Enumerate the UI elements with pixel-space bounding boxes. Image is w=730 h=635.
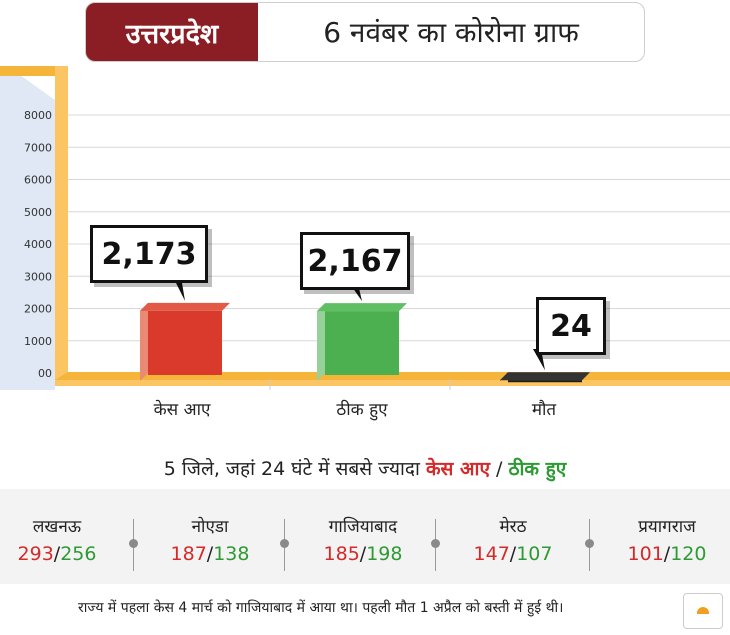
district-recovered: 120 bbox=[670, 543, 707, 565]
district-separator bbox=[280, 519, 289, 571]
districts-heading: 5 जिले, जहां 24 घंटे में सबसे ज्यादा केस… bbox=[0, 455, 730, 481]
chart-subtitle: 6 नवंबर का कोरोना ग्राफ bbox=[323, 16, 579, 49]
districts-panel: लखनऊ 293/256 नोएडा 187/138 गाजियाबाद 185… bbox=[0, 489, 730, 584]
category-label-deaths: मौत bbox=[531, 400, 557, 420]
district-recovered: 256 bbox=[60, 543, 97, 565]
y-tick-label: 00 bbox=[38, 367, 52, 380]
district-separator bbox=[585, 519, 594, 571]
axis-frame-left bbox=[55, 66, 68, 386]
y-tick-label: 4000 bbox=[24, 238, 52, 251]
dainik-bhaskar-logo bbox=[683, 593, 723, 629]
logo-sun-icon bbox=[697, 607, 709, 614]
y-tick-label: 7000 bbox=[24, 141, 52, 154]
category-label-recovered: ठीक हुए bbox=[336, 400, 388, 420]
bar bbox=[148, 310, 222, 375]
district-name: नोएडा bbox=[191, 517, 229, 537]
y-tick-label: 8000 bbox=[24, 109, 52, 122]
value-callout-deaths: 24 bbox=[536, 297, 606, 355]
bar-side bbox=[317, 303, 325, 381]
districts-heading-slash: / bbox=[489, 458, 509, 480]
district-item: गाजियाबाद 185/198 bbox=[293, 514, 433, 565]
bar bbox=[508, 380, 582, 383]
value-callout-cases: 2,173 bbox=[90, 225, 208, 283]
districts-heading-cases: केस आए bbox=[425, 458, 490, 480]
bar-top bbox=[140, 302, 230, 311]
district-cases: 293 bbox=[17, 543, 54, 565]
district-separator bbox=[431, 519, 440, 571]
district-item: मेरठ 147/107 bbox=[443, 514, 583, 565]
district-name: लखनऊ bbox=[32, 517, 82, 537]
districts-heading-prefix: 5 जिले, जहां 24 घंटे में सबसे ज्यादा bbox=[163, 458, 420, 480]
district-recovered: 107 bbox=[516, 543, 553, 565]
district-recovered: 138 bbox=[213, 543, 250, 565]
state-title: उत्तरप्रदेश bbox=[86, 3, 258, 61]
districts-heading-recovered: ठीक हुए bbox=[508, 458, 567, 480]
district-cases: 187 bbox=[170, 543, 207, 565]
district-cases: 147 bbox=[473, 543, 510, 565]
district-item: प्रयागराज 101/120 bbox=[597, 514, 730, 565]
district-item: लखनऊ 293/256 bbox=[0, 514, 127, 565]
y-tick-label: 2000 bbox=[24, 303, 52, 316]
bar-top bbox=[500, 372, 590, 381]
district-cases: 101 bbox=[627, 543, 664, 565]
district-name: गाजियाबाद bbox=[328, 517, 398, 537]
footer: राज्य में पहला केस 4 मार्च को गाजियाबाद … bbox=[0, 590, 730, 635]
floor-front bbox=[55, 380, 730, 386]
footer-note: राज्य में पहला केस 4 मार्च को गाजियाबाद … bbox=[78, 600, 564, 616]
bar-chart: 00 1000 2000 3000 4000 5000 6000 7000 8000 bbox=[0, 66, 730, 390]
y-tick-label: 3000 bbox=[24, 270, 52, 283]
district-name: प्रयागराज bbox=[638, 517, 696, 537]
background-panel bbox=[0, 68, 55, 390]
title-banner: उत्तरप्रदेश 6 नवंबर का कोरोना ग्राफ bbox=[85, 2, 645, 62]
district-recovered: 198 bbox=[366, 543, 403, 565]
y-tick-label: 5000 bbox=[24, 206, 52, 219]
district-separator bbox=[129, 519, 138, 571]
district-item: नोएडा 187/138 bbox=[140, 514, 280, 565]
y-tick-label: 1000 bbox=[24, 335, 52, 348]
value-callout-recovered: 2,167 bbox=[300, 232, 410, 290]
district-name: मेरठ bbox=[499, 517, 527, 537]
category-label-cases: केस आए bbox=[153, 400, 211, 420]
frame-top bbox=[0, 66, 68, 76]
y-tick-label: 6000 bbox=[24, 174, 52, 187]
bar-side bbox=[140, 302, 148, 381]
bar-top bbox=[317, 303, 407, 312]
bar bbox=[325, 311, 399, 375]
district-cases: 185 bbox=[323, 543, 360, 565]
